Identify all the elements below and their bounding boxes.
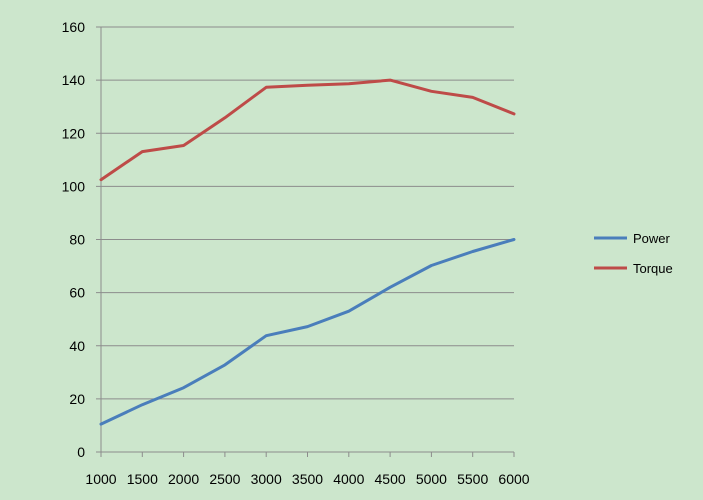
x-tick-label: 2000 <box>168 471 199 487</box>
legend-item-power: Power <box>594 231 671 246</box>
y-tick-label: 100 <box>62 178 86 194</box>
series-line-power <box>99 238 516 426</box>
y-tick-label: 120 <box>62 125 86 141</box>
x-tick-label: 4500 <box>375 471 406 487</box>
y-tick-label: 40 <box>69 338 85 354</box>
x-tick-label: 3000 <box>251 471 282 487</box>
gridlines <box>101 26 514 400</box>
y-tick-label: 60 <box>69 285 85 301</box>
x-tick-label: 6000 <box>498 471 529 487</box>
x-tick-label: 5000 <box>416 471 447 487</box>
x-tick-label: 3500 <box>292 471 323 487</box>
x-tick-label: 1500 <box>127 471 158 487</box>
legend-label: Power <box>633 231 671 246</box>
series-line-torque <box>99 78 516 182</box>
y-tick-label: 140 <box>62 72 86 88</box>
x-tick-label: 4000 <box>333 471 364 487</box>
x-tick-label: 1000 <box>85 471 116 487</box>
y-tick-label: 20 <box>69 391 85 407</box>
y-tick-label: 80 <box>69 232 85 248</box>
legend-item-torque: Torque <box>594 261 673 276</box>
y-tick-label: 160 <box>62 19 86 35</box>
x-axis-tick-labels: 1000 1500 2000 2500 3000 3500 4000 4500 5000 5500… <box>85 471 529 487</box>
legend: Power Torque <box>594 231 673 276</box>
legend-label: Torque <box>633 261 673 276</box>
y-axis-tick-labels: 0 20 40 60 80 100 120 140 160 <box>62 19 86 460</box>
x-tick-label: 5500 <box>457 471 488 487</box>
x-tick-label: 2500 <box>209 471 240 487</box>
axes <box>96 26 515 457</box>
series-lines <box>99 78 516 426</box>
y-tick-label: 0 <box>77 444 85 460</box>
